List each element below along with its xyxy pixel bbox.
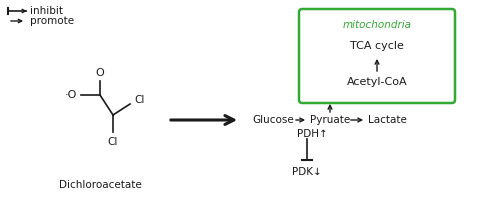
Text: inhibit: inhibit bbox=[30, 6, 63, 16]
Text: Cl: Cl bbox=[134, 95, 144, 105]
Text: PDK↓: PDK↓ bbox=[292, 167, 322, 177]
Text: mitochondria: mitochondria bbox=[342, 20, 411, 30]
Text: ·O: ·O bbox=[64, 90, 77, 100]
Text: Cl: Cl bbox=[108, 137, 118, 147]
Text: O: O bbox=[96, 68, 104, 78]
Text: Glucose: Glucose bbox=[252, 115, 294, 125]
Text: promote: promote bbox=[30, 16, 74, 26]
Text: Acetyl-CoA: Acetyl-CoA bbox=[346, 77, 408, 87]
Text: Pyruate: Pyruate bbox=[310, 115, 350, 125]
Text: TCA cycle: TCA cycle bbox=[350, 41, 404, 51]
Text: Dichloroacetate: Dichloroacetate bbox=[58, 180, 142, 190]
Text: PDH↑: PDH↑ bbox=[297, 129, 328, 139]
Text: Lactate: Lactate bbox=[368, 115, 407, 125]
